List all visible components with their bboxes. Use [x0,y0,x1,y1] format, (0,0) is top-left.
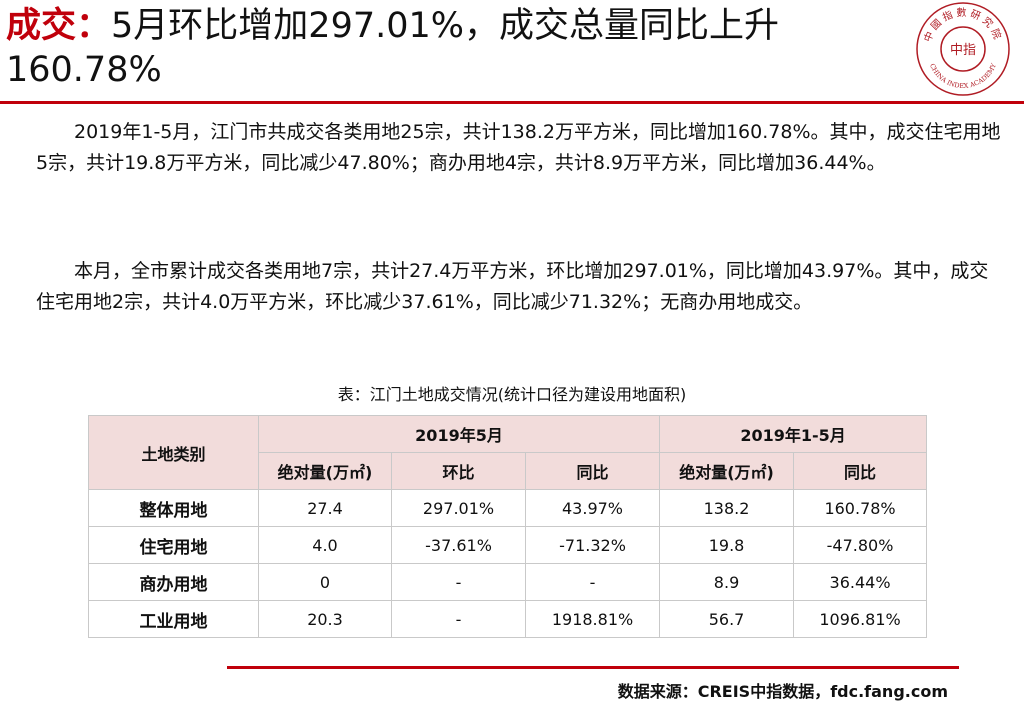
header-group-may: 2019年5月 [257,415,661,453]
title-divider [0,101,1024,104]
svg-text:中國指數研究院: 中國指數研究院 [921,6,1006,44]
row-category: 住宅用地 [88,526,259,564]
paragraph-month-summary: 本月，全市累计成交各类用地7宗，共计27.4万平方米，环比增加297.01%，同… [36,260,989,313]
logo-center-text: 中指 [950,43,976,58]
cell-value: 1918.81% [524,600,661,638]
row-category: 工业用地 [88,600,259,638]
header-land-category: 土地类别 [88,415,259,490]
title-headline-line1: 5月环比增加297.01%，成交总量同比上升 [111,6,780,46]
svg-text:CHINA INDEX ACADEMY: CHINA INDEX ACADEMY [928,62,998,90]
header-yoy-may: 同比 [524,452,661,490]
cell-value: 27.4 [258,489,392,527]
header-yoy-ytd: 同比 [793,452,928,490]
header-absolute-may: 绝对量(万㎡) [258,452,392,490]
cell-value: - [524,563,661,601]
cell-value: 1096.81% [793,600,928,638]
table-row: 商办用地 0 - - 8.9 36.44% [88,563,928,601]
table-caption: 表：江门土地成交情况(统计口径为建设用地面积) [337,385,687,404]
cell-value: -37.61% [391,526,526,564]
cell-value: -71.32% [524,526,661,564]
table-row: 工业用地 20.3 - 1918.81% 56.7 1096.81% [88,600,928,638]
paragraph-ytd-summary: 2019年1-5月，江门市共成交各类用地25宗，共计138.2万平方米，同比增加… [36,121,1001,174]
table-row: 整体用地 27.4 297.01% 43.97% 138.2 160.78% [88,489,928,527]
cell-value: - [391,563,526,601]
slide-title: 成交：5月环比增加297.01%，成交总量同比上升 160.78% [6,4,916,92]
header-mom-may: 环比 [391,452,526,490]
cell-value: 36.44% [793,563,928,601]
footer-divider [227,666,959,669]
row-category: 商办用地 [88,563,259,601]
cell-value: 19.8 [659,526,795,564]
table-header-row-1: 土地类别 2019年5月 2019年1-5月 [88,415,928,490]
cell-value: 0 [258,563,392,601]
land-transaction-table: 土地类别 2019年5月 2019年1-5月 绝对量(万㎡) 环比 同比 绝对量… [88,415,928,638]
cell-value: -47.80% [793,526,928,564]
table-row: 住宅用地 4.0 -37.61% -71.32% 19.8 -47.80% [88,526,928,564]
cell-value: 160.78% [793,489,928,527]
cell-value: 20.3 [258,600,392,638]
title-colon: ： [76,6,112,46]
logo-text-top: 中國指數研究院 [921,6,1003,44]
logo-text-bottom: CHINA INDEX ACADEMY [928,62,998,90]
cell-value: 297.01% [391,489,526,527]
cell-value: 4.0 [258,526,392,564]
title-keyword: 成交 [6,6,77,46]
cell-value: 56.7 [659,600,795,638]
title-line-1: 成交：5月环比增加297.01%，成交总量同比上升 [6,4,916,48]
data-source: 数据来源：CREIS中指数据，fdc.fang.com [617,682,948,701]
title-line-2: 160.78% [6,50,162,90]
cell-value: 43.97% [524,489,661,527]
header-absolute-ytd: 绝对量(万㎡) [659,452,795,490]
cell-value: 8.9 [659,563,795,601]
row-category: 整体用地 [88,489,259,527]
table-header-row-2: 绝对量(万㎡) 环比 同比 绝对量(万㎡) 同比 [89,452,928,490]
cell-value: 138.2 [659,489,795,527]
china-index-academy-logo: 中國指數研究院 CHINA INDEX ACADEMY 中指 [916,2,1010,96]
cell-value: - [391,600,526,638]
header-group-jan-may: 2019年1-5月 [659,415,928,453]
